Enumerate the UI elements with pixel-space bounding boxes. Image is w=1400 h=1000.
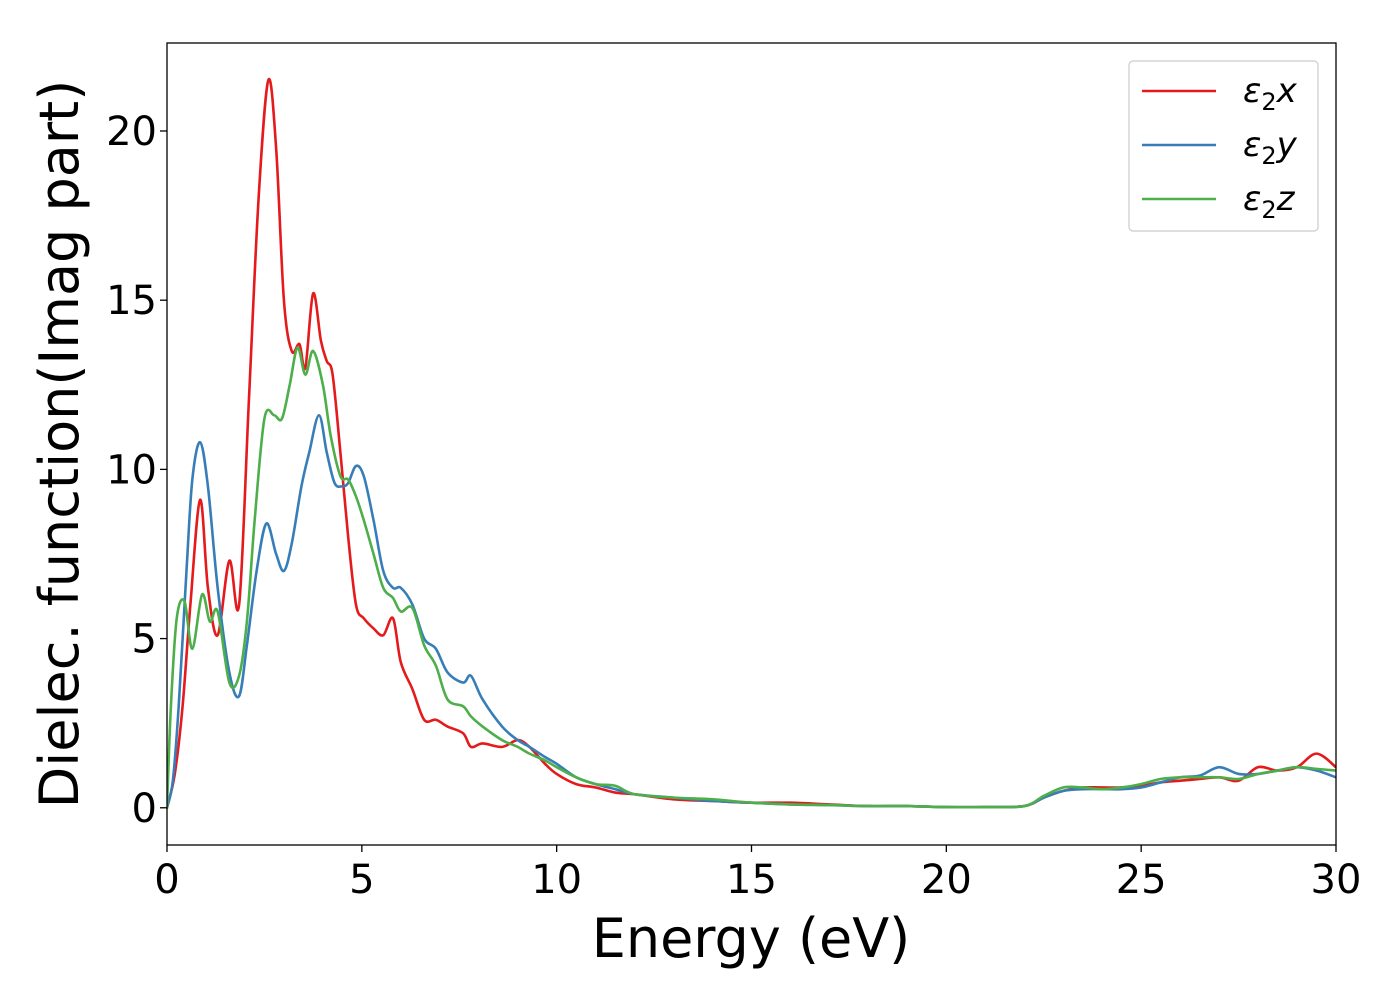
legend-items: ε2x ε2y ε2z bbox=[1142, 71, 1298, 224]
y-tick-label: 5 bbox=[132, 617, 157, 663]
x-axis-label: Energy (eV) bbox=[592, 907, 911, 970]
x-tick-label: 5 bbox=[349, 857, 374, 903]
x-tick-label: 0 bbox=[154, 857, 179, 903]
y-tick-label: 20 bbox=[106, 109, 157, 155]
series-layer bbox=[167, 77, 1336, 810]
x-tick-label: 10 bbox=[531, 857, 582, 903]
legend-label-y: ε2y bbox=[1243, 125, 1298, 170]
x-tick-label: 30 bbox=[1311, 857, 1362, 903]
x-tick-label: 15 bbox=[726, 857, 777, 903]
legend-label-x: ε2x bbox=[1243, 71, 1298, 116]
legend-frame bbox=[1128, 60, 1319, 232]
x-axis-ticks: 0 5 10 15 20 25 30 bbox=[154, 845, 1361, 903]
x-tick-label: 20 bbox=[921, 857, 972, 903]
series-line-x bbox=[167, 77, 1336, 810]
y-tick-label: 0 bbox=[132, 786, 157, 832]
y-axis-ticks: 0 5 10 15 20 bbox=[106, 109, 167, 832]
x-tick-label: 25 bbox=[1116, 857, 1167, 903]
series-line-z bbox=[167, 346, 1336, 810]
y-tick-label: 10 bbox=[106, 447, 157, 493]
y-axis-label: Dielec. function(Imag part) bbox=[28, 80, 91, 809]
y-tick-label: 15 bbox=[106, 278, 157, 324]
legend: ε2x ε2y ε2z bbox=[1128, 60, 1319, 232]
legend-label-z: ε2z bbox=[1243, 179, 1296, 224]
